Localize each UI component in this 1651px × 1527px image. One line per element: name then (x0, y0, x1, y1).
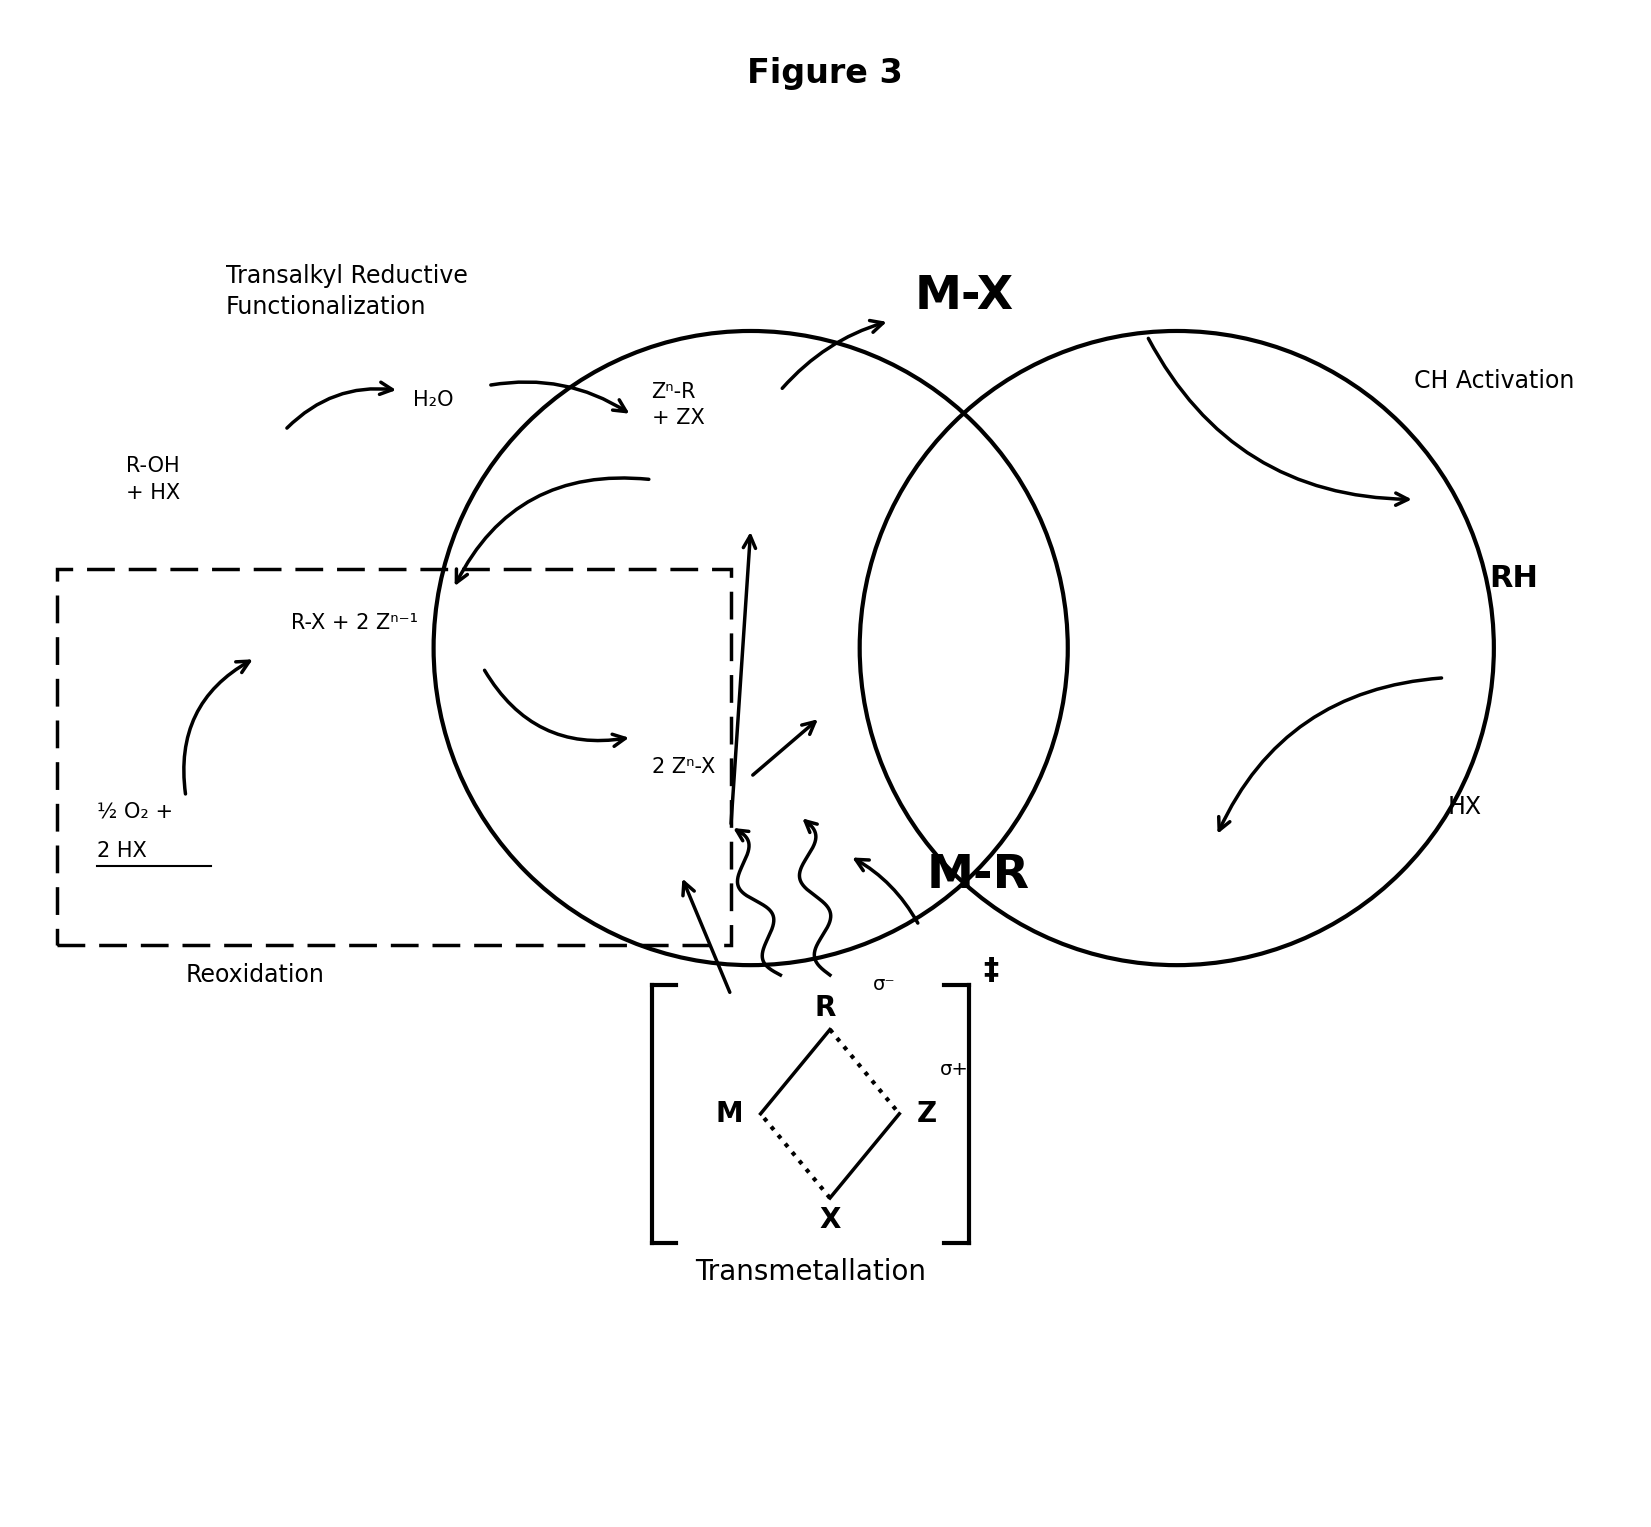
Text: Zⁿ-R
+ ZX: Zⁿ-R + ZX (652, 382, 705, 429)
Text: R: R (814, 994, 835, 1022)
Text: R-OH
+ HX: R-OH + HX (127, 457, 180, 502)
Text: X: X (819, 1206, 840, 1234)
Text: 2 Zⁿ-X: 2 Zⁿ-X (652, 757, 715, 777)
Text: CH Activation: CH Activation (1413, 368, 1573, 392)
Text: RH: RH (1489, 563, 1539, 592)
Text: Transalkyl Reductive
Functionalization: Transalkyl Reductive Functionalization (226, 264, 467, 319)
Text: M: M (715, 1099, 743, 1128)
Text: 2 HX: 2 HX (97, 841, 147, 861)
Text: H₂O: H₂O (413, 391, 454, 411)
Text: Z: Z (918, 1099, 938, 1128)
Text: HX: HX (1448, 794, 1481, 818)
Text: ½ O₂ +: ½ O₂ + (97, 802, 173, 822)
Text: R-X + 2 Zⁿ⁻¹: R-X + 2 Zⁿ⁻¹ (291, 614, 418, 634)
Bar (58, 568, 731, 945)
Text: M-R: M-R (926, 854, 1030, 898)
Text: σ+: σ+ (939, 1060, 967, 1078)
Text: Transmetallation: Transmetallation (695, 1258, 926, 1286)
Text: ‡: ‡ (984, 956, 999, 985)
Text: M-X: M-X (915, 273, 1014, 319)
Text: σ⁻: σ⁻ (873, 976, 896, 994)
Text: Reoxidation: Reoxidation (187, 964, 325, 986)
Text: Figure 3: Figure 3 (748, 56, 903, 90)
